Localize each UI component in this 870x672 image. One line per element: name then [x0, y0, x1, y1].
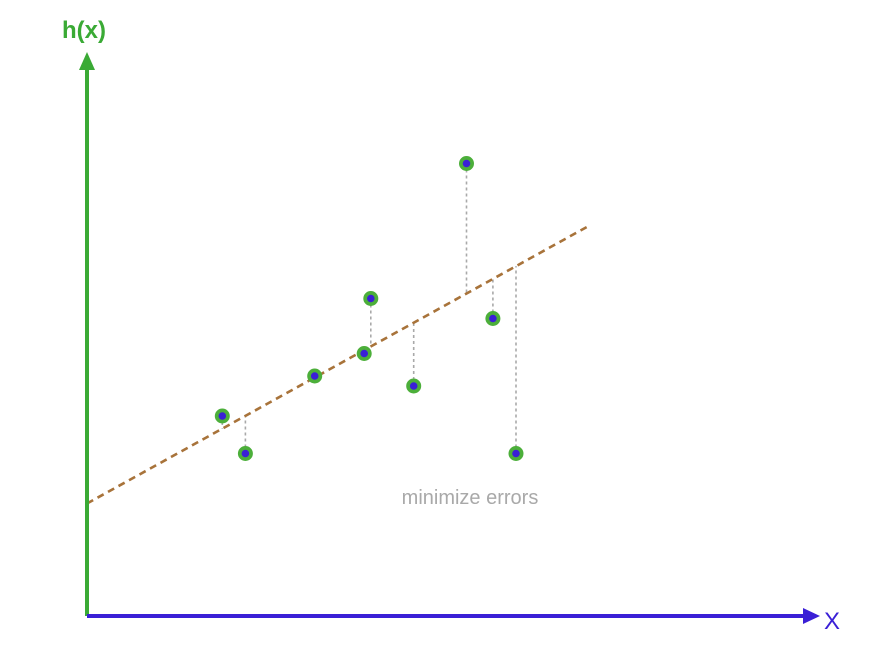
axes [79, 52, 820, 624]
residual-lines [221, 163, 517, 454]
data-points [214, 156, 524, 461]
data-point [485, 311, 501, 326]
y-axis-arrowhead [79, 52, 95, 70]
x-axis-arrowhead [803, 608, 820, 624]
data-point [307, 368, 323, 384]
data-point-core [310, 372, 319, 380]
data-point-core [462, 159, 471, 168]
data-point-core [409, 382, 418, 390]
x-axis-label: X [824, 608, 840, 635]
data-point-core [489, 314, 497, 323]
data-point [459, 156, 474, 171]
data-point [363, 291, 379, 306]
data-point-core [218, 412, 227, 420]
y-axis-label: h(x) [62, 17, 106, 44]
data-point-core [512, 449, 520, 458]
data-point [406, 378, 422, 394]
data-point [508, 446, 524, 461]
data-point [237, 446, 253, 461]
data-point-core [360, 349, 369, 358]
data-point-core [367, 294, 375, 303]
data-point [214, 408, 230, 424]
data-point-core [241, 449, 250, 458]
minimize-errors-annotation: minimize errors [402, 487, 539, 509]
data-point [356, 346, 372, 361]
regression-line [86, 224, 590, 505]
fit-line [86, 224, 590, 505]
